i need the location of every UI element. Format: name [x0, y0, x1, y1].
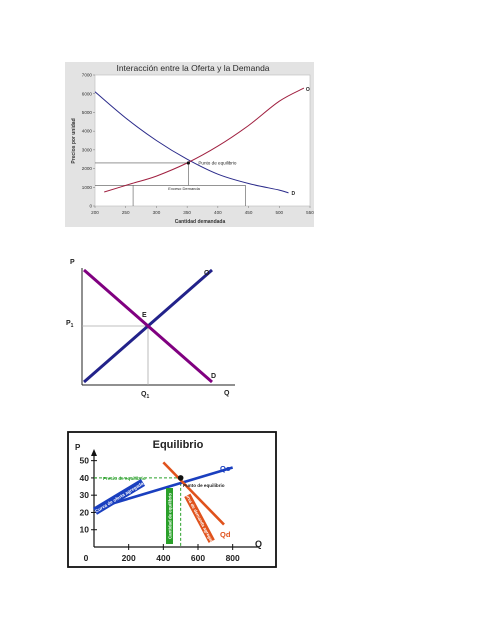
chart1-xtick-label: 500 [275, 210, 283, 215]
chart2-y-axis-label: P [70, 259, 75, 266]
chart1-xtick-label: 450 [245, 210, 253, 215]
chart1-ytick-label: 0 [89, 204, 92, 209]
chart1-ytick-label: 6000 [82, 91, 93, 96]
chart3-annotation-point: Punto de equilibrio [183, 483, 225, 488]
chart1-demand-curve [94, 91, 289, 194]
chart3-ytick-label: 40 [80, 473, 90, 483]
chart2-series-label-o: O [204, 270, 210, 277]
chart3-xlabel: Q [255, 539, 262, 549]
chart3-demand-label-box [184, 493, 215, 543]
chart1-ytick-label: 1000 [82, 185, 93, 190]
chart1-series-label-d: D [292, 191, 296, 197]
chart1-supply-curve [104, 87, 305, 193]
chart1-xtick-label: 200 [91, 210, 99, 215]
chart3-supply-label-box [92, 479, 146, 515]
chart1-xtick-label: 250 [122, 210, 130, 215]
chart3-xtick-label: 800 [226, 553, 240, 563]
chart1-plot-area [94, 74, 311, 207]
chart1-ytick-label: 5000 [82, 110, 93, 115]
chart1-xlabel: Cantidad demandada [175, 219, 226, 225]
chart1-annotation-equilibrium: Punto de equilibrio [198, 160, 236, 165]
chart3-series-label-qd: Qd [220, 530, 231, 539]
chart1-xtick-label: 350 [183, 210, 191, 215]
chart1-xtick-label: 300 [153, 210, 161, 215]
chart3-xtick-label: 600 [191, 553, 205, 563]
chart1-xtick-label: 400 [214, 210, 222, 215]
chart1-ytick-label: 2000 [82, 166, 93, 171]
chart3-annotation-price: Precio de equilibrio [103, 476, 146, 481]
chart3-demand-line [162, 461, 225, 526]
chart1-ytick-label: 4000 [82, 129, 93, 134]
chart3-xtick-label: 400 [156, 553, 170, 563]
chart3-ytick-label: 30 [80, 490, 90, 500]
chart1-xtick-label: 550 [306, 210, 314, 215]
chart2-price-label: P1 [66, 320, 74, 329]
chart3-xtick-label: 0 [84, 553, 89, 563]
chart-supply-demand-interaction: Interacción entre la Oferta y la Demanda… [65, 62, 314, 227]
chart3-xtick-label: 200 [122, 553, 136, 563]
chart2-quantity-label: Q1 [141, 391, 149, 400]
chart3-title: Equilibrio [153, 439, 204, 451]
chart3-ytick-label: 20 [80, 507, 90, 517]
chart3-series-label-qo: Qo [220, 464, 231, 473]
chart3-annotation-quantity: Cantidad de equilibrio [168, 493, 173, 539]
chart1-title: Interacción entre la Oferta y la Demanda [116, 63, 269, 73]
chart3-quantity-label-box [166, 488, 173, 544]
chart1-series-label-o: O [306, 87, 310, 93]
chart3-equilibrium-point [177, 475, 184, 481]
chart2-point-label: E [142, 312, 147, 319]
chart3-ytick-label: 50 [80, 456, 90, 466]
chart3-y-arrow [91, 449, 97, 456]
chart1-annotation-excess: Exceso Demanda [168, 186, 200, 191]
chart1-equilibrium-point [186, 161, 190, 165]
chart2-x-axis-label: Q [224, 390, 230, 397]
chart1-ylabel: Precios por unidad [71, 118, 77, 163]
chart1-ytick-label: 7000 [82, 73, 93, 78]
chart2-demand-line [83, 268, 213, 384]
chart3-ytick-label: 10 [80, 525, 90, 535]
chart1-ytick-label: 3000 [82, 147, 93, 152]
chart-simple-equilibrium: P Q O D E P1 Q1 [66, 259, 235, 400]
chart3-ylabel: P [75, 443, 81, 452]
chart2-series-label-d: D [211, 373, 216, 380]
